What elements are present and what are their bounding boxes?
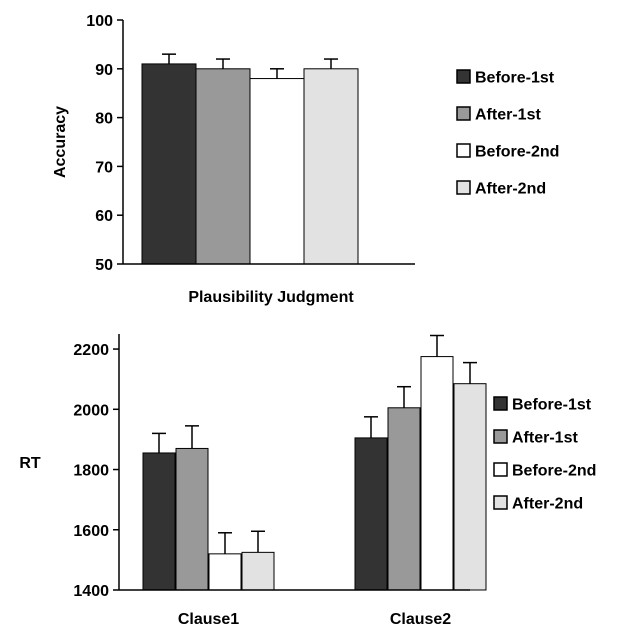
chart-2: 1400 1600 1800 2000 2200 RT Clause1 Clause2 Befo… <box>19 334 596 628</box>
legend-swatch <box>493 429 508 444</box>
y-tick-label: 1800 <box>73 463 109 480</box>
bar-before-2nd-1 <box>208 553 242 591</box>
y-axis-label: RT <box>19 455 41 472</box>
chart-1: 50 60 70 80 90 100 Accuracy Plausibility Judgme… <box>52 13 559 306</box>
bar-after-2nd-2 <box>453 383 487 591</box>
y-tick-label: 1600 <box>73 523 109 540</box>
legend: Before-1st After-1st Before-2nd After-2nd <box>456 69 559 198</box>
bar-before-1st-1 <box>142 452 176 591</box>
legend-label: After-1st <box>475 107 541 124</box>
legend-label: Before-2nd <box>512 463 596 480</box>
bar-after-1st-1 <box>175 447 209 591</box>
bar-before-2nd-2 <box>420 356 454 591</box>
bar-after-1st-2 <box>387 407 421 591</box>
y-tick-label: 100 <box>86 13 113 30</box>
bar-before-1st-2 <box>354 437 388 591</box>
legend-swatch <box>456 69 471 84</box>
legend-swatch <box>493 396 508 411</box>
legend: Before-1st After-1st Before-2nd After-2nd <box>493 396 596 513</box>
bar-before-2nd-1 <box>249 78 305 265</box>
legend-swatch <box>456 180 471 195</box>
y-tick-label: 2200 <box>73 342 109 359</box>
legend-label: Before-1st <box>512 397 592 414</box>
legend-swatch <box>493 462 508 477</box>
y-tick-label: 90 <box>95 62 113 79</box>
bar-before-1st-1 <box>141 63 197 265</box>
legend-label: After-1st <box>512 430 578 447</box>
y-tick-label: 2000 <box>73 402 109 419</box>
y-tick-label: 50 <box>95 257 113 274</box>
category-label: Clause2 <box>390 611 451 628</box>
legend-label: Before-1st <box>475 70 555 87</box>
legend-label: After-2nd <box>512 496 583 513</box>
y-tick-label: 1400 <box>73 583 109 600</box>
bar-after-2nd-1 <box>241 551 275 591</box>
legend-swatch <box>456 143 471 158</box>
legend-label: After-2nd <box>475 181 546 198</box>
y-tick-label: 70 <box>95 159 113 176</box>
legend-swatch <box>493 495 508 510</box>
bar-after-2nd-1 <box>303 68 359 265</box>
legend-label: Before-2nd <box>475 144 559 161</box>
x-axis-label: Plausibility Judgment <box>188 289 354 306</box>
y-tick-label: 60 <box>95 208 113 225</box>
y-axis-label: Accuracy <box>52 106 69 178</box>
legend-swatch <box>456 106 471 121</box>
bar-after-1st-1 <box>195 68 251 265</box>
category-label: Clause1 <box>178 611 239 628</box>
y-tick-label: 80 <box>95 111 113 128</box>
